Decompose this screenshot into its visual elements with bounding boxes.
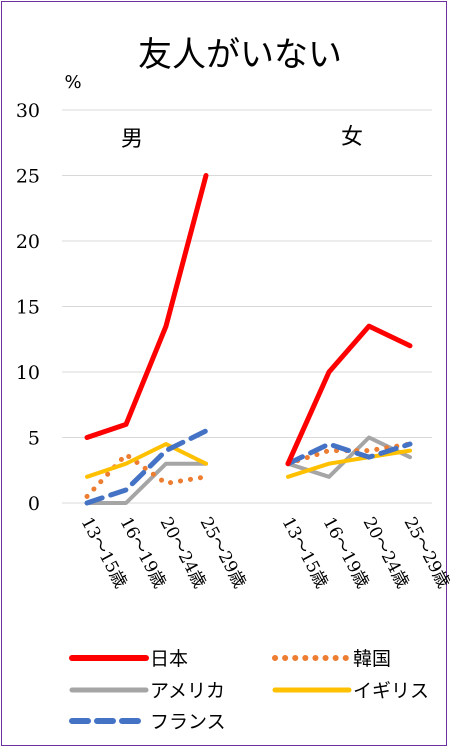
y-tick-label: 20: [16, 231, 40, 253]
series-line-female-3: [286, 448, 412, 479]
series-line-male-1: [84, 452, 209, 499]
group-label-female: 女: [341, 125, 363, 150]
y-tick-label: 30: [16, 100, 40, 122]
y-tick-label: 25: [16, 166, 40, 188]
chart-title: 友人がいない: [138, 35, 342, 75]
y-tick-label: 15: [16, 297, 40, 319]
y-tick-label: 10: [16, 362, 40, 384]
y-tick-label: 0: [28, 493, 40, 515]
legend-label-1: 韓国: [353, 648, 391, 670]
series-line-male-2: [85, 461, 208, 505]
legend-label-3: イギリス: [353, 680, 429, 702]
legend-label-0: 日本: [150, 648, 188, 670]
series-line-male-3: [85, 442, 208, 479]
series-line-female-0: [285, 323, 413, 467]
y-tick-label: 5: [28, 428, 40, 450]
group-label-male: 男: [121, 127, 143, 152]
series-line-female-4: [285, 441, 413, 467]
series-line-male-0: [84, 173, 209, 440]
legend-label-4: フランス: [150, 711, 226, 733]
y-axis-unit-label: %: [64, 72, 81, 93]
legend-label-2: アメリカ: [150, 680, 225, 702]
